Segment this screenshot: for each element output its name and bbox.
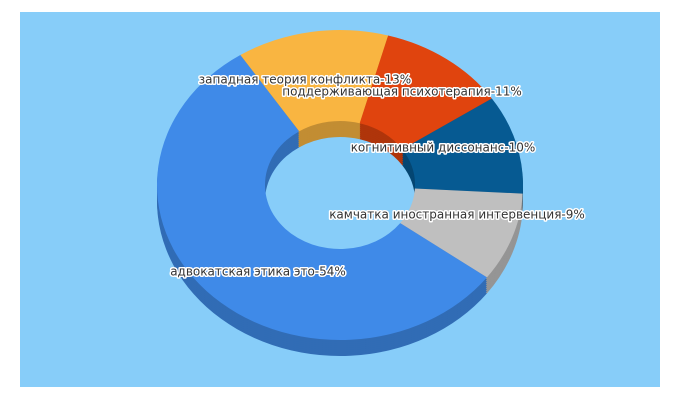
slice: [359, 35, 492, 150]
slice-label: камчатка иностранная интервенция-9%: [329, 208, 585, 222]
slice: [402, 98, 523, 194]
slice-label: западная теория конфликта-13%: [199, 73, 411, 87]
slice: [400, 188, 523, 278]
slice: [156, 55, 487, 340]
slice-label: адвокатская этика это-54%: [170, 265, 346, 279]
donut-tops: [156, 29, 523, 340]
labels: западная теория конфликта-13%поддерживаю…: [169, 71, 587, 280]
slice-label: когнитивный диссонанс-10%: [351, 141, 536, 155]
slice: [240, 29, 389, 132]
slice-label: поддерживающая психотерапия-11%: [282, 85, 522, 99]
